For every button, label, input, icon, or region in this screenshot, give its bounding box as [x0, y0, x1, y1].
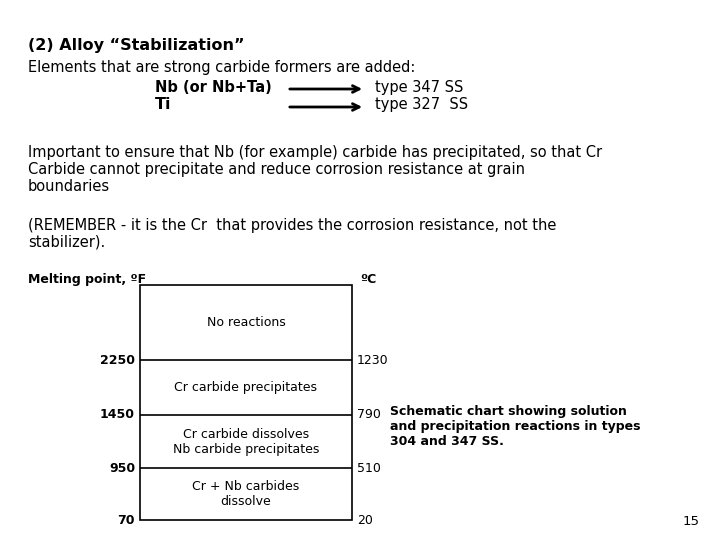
Text: boundaries: boundaries — [28, 179, 110, 194]
Text: Elements that are strong carbide formers are added:: Elements that are strong carbide formers… — [28, 60, 415, 75]
Text: Schematic chart showing solution: Schematic chart showing solution — [390, 405, 627, 418]
Text: Cr carbide precipitates: Cr carbide precipitates — [174, 381, 318, 394]
Text: Ti: Ti — [155, 97, 171, 112]
Text: ºC: ºC — [360, 273, 377, 286]
Text: 1450: 1450 — [100, 408, 135, 422]
Text: No reactions: No reactions — [207, 316, 285, 329]
Text: (REMEMBER - it is the Cr  that provides the corrosion resistance, not the: (REMEMBER - it is the Cr that provides t… — [28, 218, 557, 233]
Text: type 347 SS: type 347 SS — [375, 80, 464, 95]
Text: type 327  SS: type 327 SS — [375, 97, 468, 112]
Text: Nb (or Nb+Ta): Nb (or Nb+Ta) — [155, 80, 271, 95]
Text: 70: 70 — [117, 514, 135, 526]
Text: Important to ensure that Nb (for example) carbide has precipitated, so that Cr: Important to ensure that Nb (for example… — [28, 145, 602, 160]
Text: 790: 790 — [357, 408, 381, 422]
Text: 2250: 2250 — [100, 354, 135, 367]
Text: Carbide cannot precipitate and reduce corrosion resistance at grain: Carbide cannot precipitate and reduce co… — [28, 162, 525, 177]
Text: (2) Alloy “Stabilization”: (2) Alloy “Stabilization” — [28, 38, 245, 53]
Text: 20: 20 — [357, 514, 373, 526]
Text: stabilizer).: stabilizer). — [28, 235, 105, 250]
Text: 15: 15 — [683, 515, 700, 528]
Text: and precipitation reactions in types: and precipitation reactions in types — [390, 420, 641, 433]
Text: Melting point, ºF: Melting point, ºF — [28, 273, 146, 286]
Text: Cr carbide dissolves
Nb carbide precipitates: Cr carbide dissolves Nb carbide precipit… — [173, 428, 319, 456]
Text: 950: 950 — [109, 462, 135, 475]
Text: 510: 510 — [357, 462, 381, 475]
Text: 1230: 1230 — [357, 354, 389, 367]
Text: Cr + Nb carbides
dissolve: Cr + Nb carbides dissolve — [192, 480, 300, 508]
Text: 304 and 347 SS.: 304 and 347 SS. — [390, 435, 504, 448]
